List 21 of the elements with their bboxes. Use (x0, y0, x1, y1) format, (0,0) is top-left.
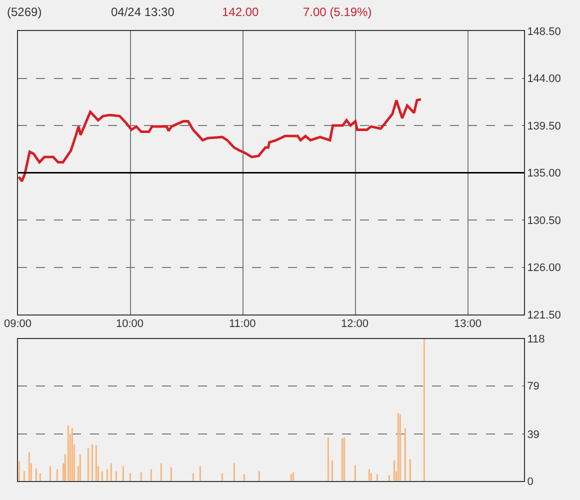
y-tick-label: 39 (527, 428, 540, 441)
y-tick-label: 148.50 (527, 26, 561, 38)
text: 04/24 13:30 (111, 5, 175, 19)
y-tick-label: 118 (527, 334, 545, 346)
y-tick-label: 130.50 (527, 214, 561, 227)
y-tick-label: 126.00 (527, 262, 561, 274)
x-tick-label: 12:00 (341, 318, 369, 330)
x-tick-label: 13:00 (454, 318, 482, 330)
x-tick-label: 09:00 (4, 318, 32, 330)
y-tick-label: 139.50 (527, 120, 561, 132)
y-tick-label: 121.50 (527, 309, 561, 322)
y-tick-label: 79 (527, 380, 540, 393)
x-tick-label: 11:00 (229, 318, 256, 330)
y-tick-label: 135.00 (527, 168, 561, 180)
chart-title: (5269) (7, 5, 42, 19)
y-tick-label: 0 (527, 476, 534, 488)
x-tick-label: 10:00 (116, 318, 144, 330)
text: 142.00 (222, 5, 260, 19)
text: 7.00 (5.19%) (303, 5, 372, 19)
line-series (18, 98, 422, 182)
y-tick-label: 144.00 (527, 73, 561, 86)
